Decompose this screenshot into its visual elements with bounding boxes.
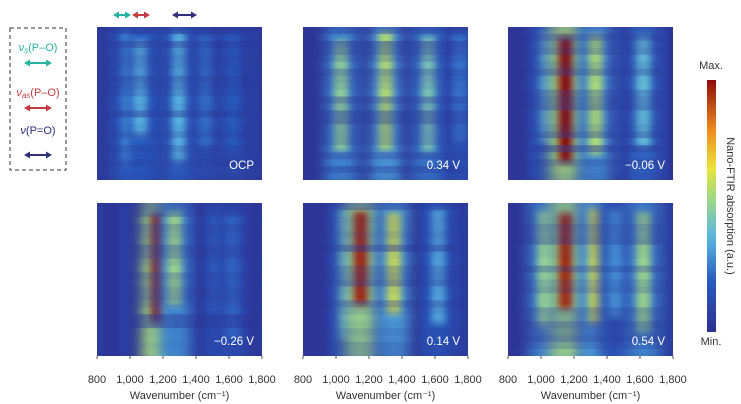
x-tick-label: 800: [294, 374, 312, 386]
absorption-band: [627, 203, 660, 356]
x-tick-label: 1,400: [388, 374, 416, 386]
band-arrow: [172, 11, 197, 19]
panel-label: 0.34 V: [427, 160, 461, 172]
absorption-band: [377, 203, 410, 356]
legend-text: (P=O): [26, 125, 56, 137]
absorption-band: [579, 27, 612, 180]
absorption-band: [369, 27, 402, 180]
absorption-band: [599, 203, 632, 356]
x-tick-label: 1,600: [421, 374, 449, 386]
absorption-band: [216, 203, 249, 356]
x-tick-label: 1,600: [215, 374, 243, 386]
absorption-band: [216, 27, 249, 180]
x-tick-label: 1,800: [659, 374, 687, 386]
legend-text: (P–O): [30, 87, 59, 99]
absorption-band: [344, 203, 377, 356]
x-tick-label: 800: [499, 374, 517, 386]
heatmap-panel: [508, 203, 673, 356]
x-tick-label: 1,000: [527, 374, 555, 386]
absorption-band: [422, 203, 455, 356]
x-tick-label: 1,800: [454, 374, 482, 386]
legend-text: (P–O): [28, 42, 57, 54]
x-tick-label: 1,400: [182, 374, 210, 386]
legend-label: ν(P=O): [20, 125, 55, 137]
x-tick-label: 1,800: [248, 374, 276, 386]
band-arrow: [113, 11, 131, 19]
colorbar: [707, 80, 716, 332]
x-tick-label: 1,400: [593, 374, 621, 386]
band-arrow: [132, 11, 150, 19]
x-tick-label: 800: [88, 374, 106, 386]
legend-arrow: [24, 151, 52, 159]
legend-box: [9, 27, 67, 171]
legend-symbol: ν: [16, 87, 22, 99]
heatmap-panel: [508, 27, 673, 180]
colorbar-tick-label: Max.: [699, 60, 723, 72]
legend-label: νas(P–O): [16, 87, 59, 100]
panel-label: OCP: [229, 160, 254, 172]
absorption-band: [443, 27, 468, 180]
legend-subscript: as: [22, 91, 30, 100]
x-tick-label: 1,600: [626, 374, 654, 386]
panel-label: 0.54 V: [632, 336, 666, 348]
heatmap-panel: [303, 203, 468, 356]
absorption-band: [158, 203, 191, 356]
absorption-band: [627, 27, 660, 180]
legend-symbol: ν: [19, 42, 25, 54]
heatmap-panel: [97, 27, 262, 180]
x-axis-label: Wavenumber (cm⁻¹): [541, 390, 641, 402]
x-tick-label: 1,000: [322, 374, 350, 386]
x-tick-label: 1,200: [355, 374, 383, 386]
legend-label: νs(P–O): [19, 42, 58, 55]
legend-symbol: ν: [20, 125, 26, 137]
heatmap-panel: [303, 27, 468, 180]
colorbar-label: Nano-FTIR absorption (a.u.): [724, 137, 736, 275]
x-axis-label: Wavenumber (cm⁻¹): [130, 390, 230, 402]
panel-label: −0.26 V: [214, 336, 254, 348]
legend-subscript: s: [24, 46, 28, 55]
x-tick-label: 1,200: [149, 374, 177, 386]
absorption-band: [324, 27, 357, 180]
absorption-band: [549, 203, 582, 356]
heatmap-panel: [97, 203, 262, 356]
absorption-band: [123, 27, 156, 180]
absorption-band: [549, 27, 582, 180]
x-tick-label: 1,200: [560, 374, 588, 386]
x-tick-label: 1,000: [116, 374, 144, 386]
x-axis-label: Wavenumber (cm⁻¹): [336, 390, 436, 402]
legend-arrow: [24, 59, 52, 67]
panel-label: 0.14 V: [427, 336, 461, 348]
absorption-band: [412, 27, 445, 180]
colorbar-tick-label: Min.: [701, 336, 722, 348]
panel-label: −0.06 V: [625, 160, 665, 172]
legend-arrow: [24, 104, 52, 112]
